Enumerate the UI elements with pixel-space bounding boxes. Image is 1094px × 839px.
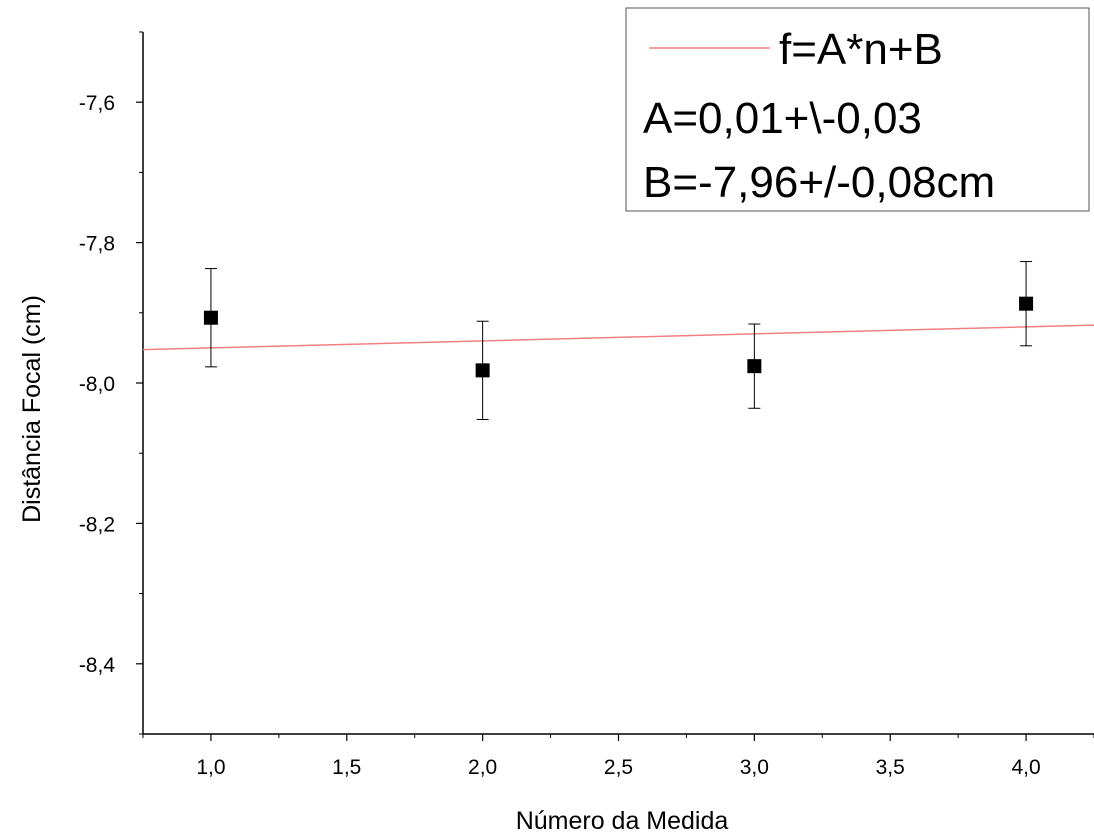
x-tick-label: 2,5 bbox=[604, 756, 633, 779]
y-tick-label: -8,2 bbox=[79, 513, 115, 536]
legend-box bbox=[625, 7, 1090, 212]
data-point bbox=[1019, 296, 1034, 311]
x-tick-label: 4,0 bbox=[1011, 756, 1040, 779]
y-tick-label: -7,8 bbox=[79, 233, 115, 256]
x-axis-title: Número da Medida bbox=[516, 807, 729, 835]
data-point bbox=[747, 359, 762, 374]
data-point bbox=[203, 310, 218, 325]
x-tick-label: 3,0 bbox=[740, 756, 769, 779]
x-tick-label: 3,5 bbox=[876, 756, 905, 779]
fit-line-layer bbox=[142, 324, 1094, 351]
legend-label-fit: f=A*n+B bbox=[779, 25, 943, 74]
x-tick-label: 1,0 bbox=[196, 756, 225, 779]
legend: f=A*n+B A=0,01+\-0,03 B=-7,96+/-0,08cm bbox=[625, 7, 1090, 212]
x-tick-label: 1,5 bbox=[332, 756, 361, 779]
y-tick-label: -8,4 bbox=[79, 654, 116, 677]
y-axis-title: Distância Focal (cm) bbox=[18, 295, 46, 523]
x-tick-label: 2,0 bbox=[468, 756, 497, 779]
axes: 1,0 1,5 2,0 2,5 3,0 3,5 4,0 -7,6 -7,8 -8,0 -8,2 -8,… bbox=[79, 31, 1094, 779]
y-tick-label: -8,0 bbox=[79, 373, 115, 396]
fit-line bbox=[142, 324, 1094, 351]
y-tick-label: -7,6 bbox=[79, 92, 115, 115]
data-points-layer bbox=[203, 261, 1034, 421]
data-point bbox=[475, 363, 490, 378]
legend-label-param-a: A=0,01+\-0,03 bbox=[643, 94, 922, 143]
legend-label-param-b: B=-7,96+/-0,08cm bbox=[643, 158, 995, 207]
